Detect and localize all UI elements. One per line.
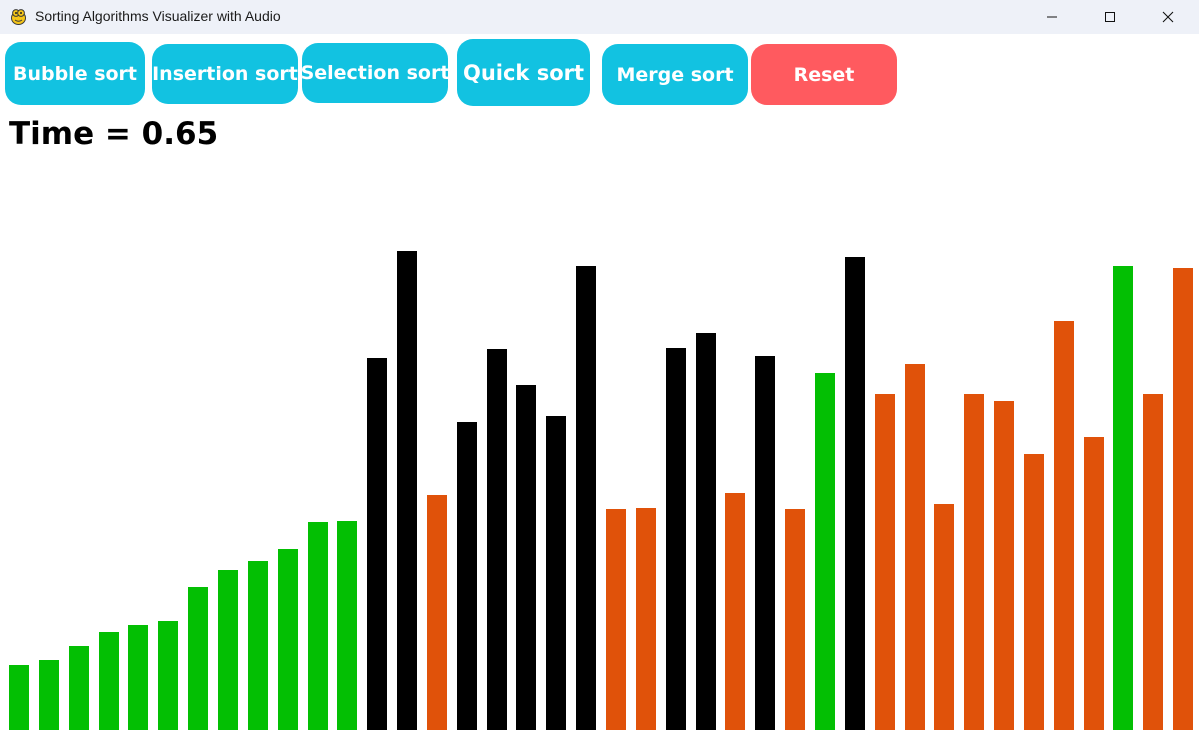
bar-9 <box>248 561 268 730</box>
bar-19 <box>546 416 566 730</box>
bar-29 <box>845 257 865 730</box>
bar-6 <box>158 621 178 730</box>
bar-31 <box>905 364 925 730</box>
merge-sort-button[interactable]: Merge sort <box>602 44 748 105</box>
bar-13 <box>367 358 387 730</box>
bubble-sort-button[interactable]: Bubble sort <box>5 42 145 105</box>
maximize-button[interactable] <box>1081 0 1139 34</box>
time-value: 0.65 <box>141 116 219 152</box>
time-label-prefix: Time = <box>9 116 142 152</box>
bar-11 <box>308 522 328 730</box>
bar-26 <box>755 356 775 730</box>
minimize-icon <box>1047 16 1057 18</box>
bar-1 <box>9 665 29 730</box>
close-button[interactable] <box>1139 0 1197 34</box>
bar-39 <box>1143 394 1163 730</box>
bar-23 <box>666 348 686 730</box>
window-title: Sorting Algorithms Visualizer with Audio <box>35 8 281 24</box>
bar-37 <box>1084 437 1104 730</box>
bar-25 <box>725 493 745 730</box>
bar-2 <box>39 660 59 730</box>
canvas-area: Bubble sort Insertion sort Selection sor… <box>0 34 1199 735</box>
bar-10 <box>278 549 298 730</box>
close-icon <box>1162 11 1174 23</box>
bar-34 <box>994 401 1014 730</box>
bar-22 <box>636 508 656 730</box>
bar-20 <box>576 266 596 730</box>
bar-32 <box>934 504 954 730</box>
bar-17 <box>487 349 507 730</box>
title-bar[interactable]: Sorting Algorithms Visualizer with Audio <box>0 0 1199 34</box>
bar-15 <box>427 495 447 730</box>
bar-7 <box>188 587 208 730</box>
bar-40 <box>1173 268 1193 730</box>
bar-5 <box>128 625 148 730</box>
bar-14 <box>397 251 417 730</box>
bar-30 <box>875 394 895 730</box>
bar-21 <box>606 509 626 730</box>
minimize-button[interactable] <box>1023 0 1081 34</box>
bar-33 <box>964 394 984 730</box>
maximize-icon <box>1105 12 1115 22</box>
bar-18 <box>516 385 536 730</box>
bar-28 <box>815 373 835 730</box>
bar-38 <box>1113 266 1133 730</box>
reset-button[interactable]: Reset <box>751 44 897 105</box>
bar-27 <box>785 509 805 730</box>
bar-8 <box>218 570 238 730</box>
time-readout: Time = 0.65 <box>9 116 218 152</box>
bar-16 <box>457 422 477 730</box>
bar-3 <box>69 646 89 730</box>
python-snake-icon <box>9 7 28 26</box>
quick-sort-button[interactable]: Quick sort <box>457 39 590 106</box>
insertion-sort-button[interactable]: Insertion sort <box>152 44 298 104</box>
selection-sort-button[interactable]: Selection sort <box>301 43 449 103</box>
bar-4 <box>99 632 119 730</box>
bar-24 <box>696 333 716 730</box>
bar-12 <box>337 521 357 730</box>
bar-35 <box>1024 454 1044 730</box>
bar-36 <box>1054 321 1074 730</box>
bar-visualization <box>0 34 1199 735</box>
